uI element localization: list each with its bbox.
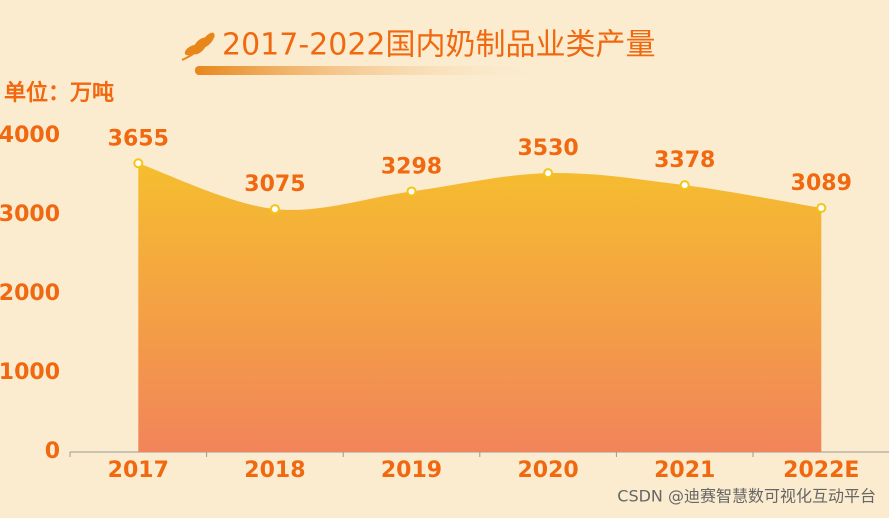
title-icon [181,32,215,61]
data-point [133,158,144,169]
area [138,163,822,452]
x-tick-label: 2019 [381,458,442,483]
data-point [406,186,417,197]
value-label: 3378 [654,148,715,173]
unit-label: 单位：万吨 [4,80,114,106]
data-point [543,168,554,179]
x-tick-label: 2017 [108,458,169,483]
value-label: 3530 [517,136,578,161]
y-tick-label: 0 [45,439,60,464]
data-point [679,180,690,191]
y-tick-label: 2000 [0,281,60,306]
x-tick-label: 2020 [517,458,578,483]
chart-title: 2017-2022国内奶制品业类产量 [222,28,656,63]
value-label: 3075 [244,172,305,197]
x-tick-label: 2018 [244,458,305,483]
y-tick-label: 4000 [0,123,60,148]
y-tick-label: 3000 [0,202,60,227]
value-label: 3298 [381,154,442,179]
title-underline [195,66,555,75]
data-point [269,204,280,215]
value-label: 3089 [791,171,852,196]
data-point [816,202,827,213]
y-tick-label: 1000 [0,360,60,385]
x-tick-label: 2021 [654,458,715,483]
watermark: CSDN @迪赛智慧数可视化互动平台 [617,487,876,506]
value-label: 3655 [108,126,169,151]
x-tick-label: 2022E [783,458,859,483]
